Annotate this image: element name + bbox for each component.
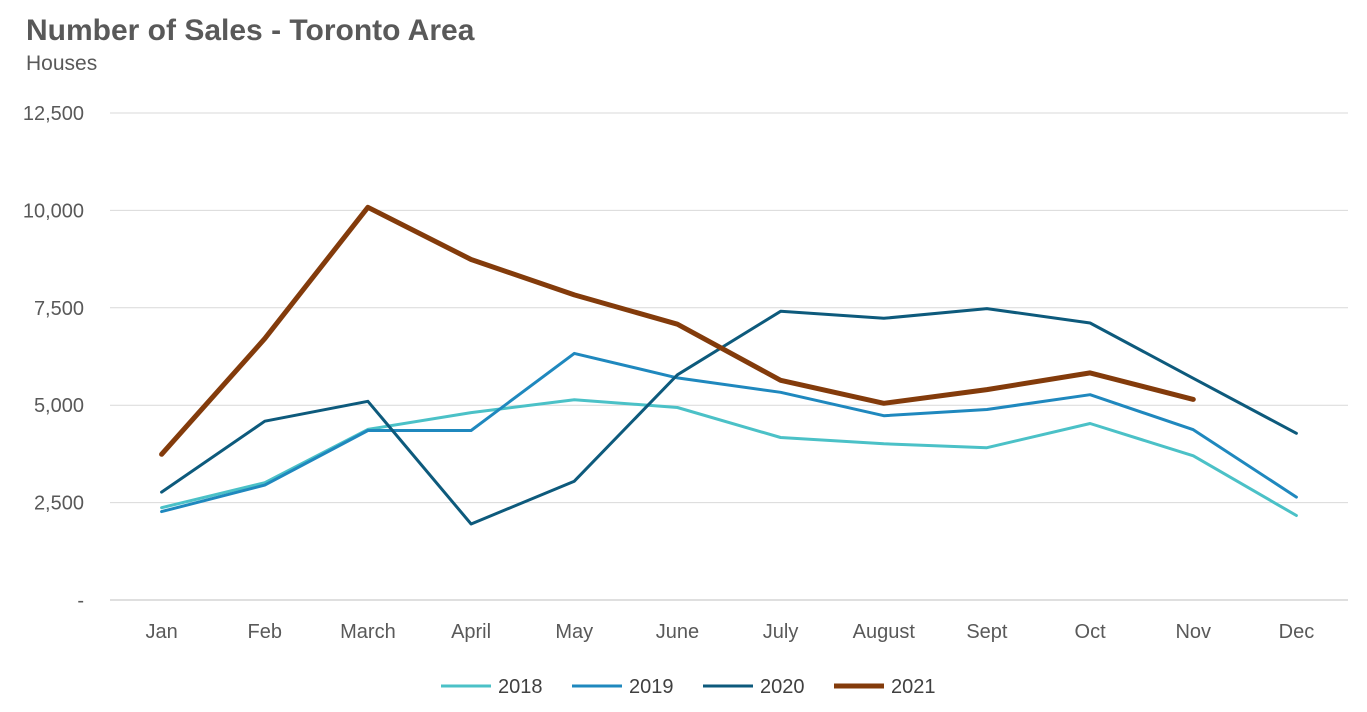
legend-label-2021: 2021	[891, 676, 936, 698]
legend-label-2018: 2018	[498, 676, 543, 698]
series-line-2021	[159, 204, 1196, 457]
chart-title: Number of Sales - Toronto Area	[26, 14, 475, 47]
series-line-2018	[160, 398, 1298, 517]
legend-label-2019: 2019	[629, 676, 674, 698]
x-tick-label: Oct	[1075, 621, 1107, 643]
y-tick-label: -	[77, 590, 84, 612]
y-tick-label: 5,000	[34, 395, 84, 417]
x-tick-label: April	[451, 621, 491, 643]
x-tick-label: June	[656, 621, 699, 643]
y-tick-label: 12,500	[23, 103, 84, 125]
x-tick-label: August	[853, 621, 916, 643]
legend-label-2020: 2020	[760, 676, 805, 698]
x-tick-label: Jan	[145, 621, 177, 643]
x-tick-label: March	[340, 621, 396, 643]
x-tick-label: Feb	[248, 621, 282, 643]
series-line-2019	[160, 351, 1298, 514]
x-tick-label: Nov	[1175, 621, 1211, 643]
x-tick-label: Sept	[966, 621, 1008, 643]
x-tick-label: May	[555, 621, 593, 643]
y-tick-label: 7,500	[34, 298, 84, 320]
x-tick-label: July	[763, 621, 799, 643]
y-tick-label: 2,500	[34, 493, 84, 515]
y-tick-label: 10,000	[23, 200, 84, 222]
chart-subtitle: Houses	[26, 52, 98, 75]
x-tick-label: Dec	[1279, 621, 1315, 643]
series-line-2020	[160, 307, 1298, 526]
